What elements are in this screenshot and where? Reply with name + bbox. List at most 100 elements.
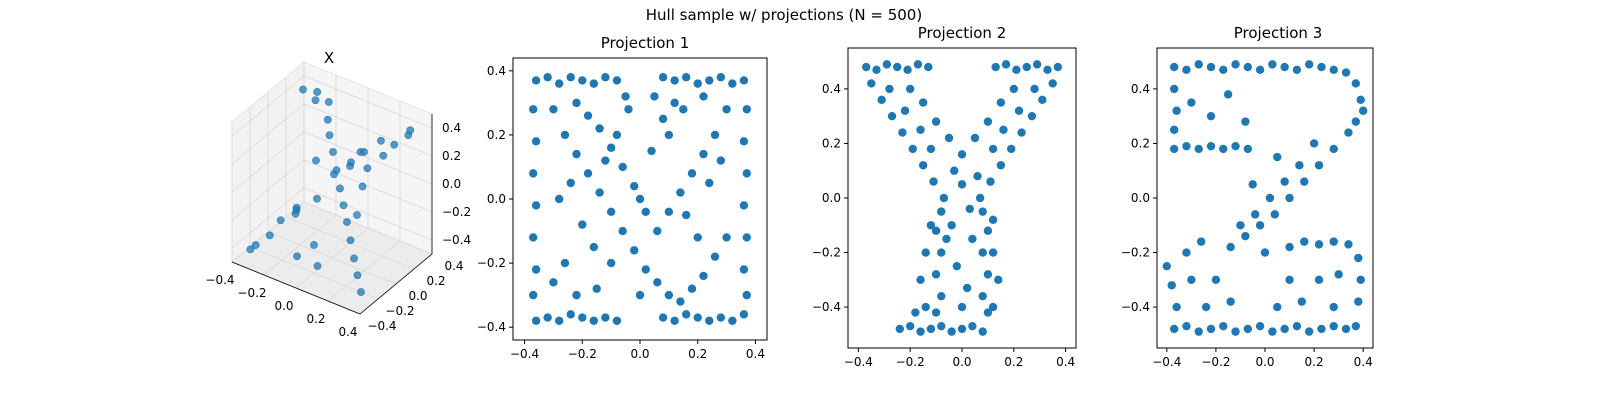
scatter-point bbox=[664, 290, 674, 300]
scatter-point bbox=[1358, 106, 1368, 115]
scatter-point bbox=[251, 241, 260, 249]
y-tick-label: −0.4 bbox=[367, 319, 396, 333]
scatter-point bbox=[705, 178, 714, 188]
scatter-point bbox=[1172, 302, 1181, 312]
scatter-point bbox=[353, 211, 361, 219]
scatter-point bbox=[1295, 161, 1304, 170]
scatter-point bbox=[339, 201, 348, 210]
scatter-point bbox=[1356, 275, 1365, 285]
scatter-point bbox=[1285, 193, 1294, 203]
scatter-point bbox=[705, 76, 714, 85]
scatter-point bbox=[583, 111, 593, 120]
scatter-point bbox=[1226, 297, 1235, 306]
scatter-point bbox=[312, 156, 320, 165]
scatter-point bbox=[1211, 275, 1221, 285]
scatter-point bbox=[265, 231, 274, 240]
scatter-point bbox=[957, 180, 967, 189]
scatter-point bbox=[1356, 95, 1365, 105]
y-tick-label: −0.2 bbox=[812, 246, 841, 260]
scatter-point bbox=[323, 115, 332, 124]
scatter-point bbox=[968, 234, 977, 244]
scatter-point bbox=[589, 316, 599, 325]
scatter-point bbox=[965, 204, 974, 214]
scatter-point bbox=[999, 125, 1008, 135]
scatter-point bbox=[529, 290, 538, 300]
scatter-point bbox=[1169, 62, 1179, 72]
scatter-point bbox=[687, 169, 697, 178]
scatter-point bbox=[937, 291, 946, 301]
z-tick-label: 0.0 bbox=[442, 177, 461, 191]
scatter-point bbox=[693, 313, 702, 322]
x-tick-label: −0.2 bbox=[568, 347, 597, 361]
scatter-point bbox=[947, 327, 956, 336]
scatter-point bbox=[1241, 231, 1250, 241]
scatter-point bbox=[742, 290, 751, 300]
scatter-point bbox=[329, 148, 337, 156]
scatter-point bbox=[246, 245, 255, 254]
scatter-point bbox=[601, 156, 610, 165]
z-tick-label: −0.2 bbox=[442, 205, 471, 219]
scatter-point bbox=[1001, 60, 1011, 69]
scatter-point bbox=[566, 310, 575, 319]
scatter-point bbox=[310, 241, 318, 249]
scatter-point bbox=[1194, 60, 1203, 69]
scatter-point bbox=[1304, 327, 1314, 336]
scatter-point bbox=[968, 321, 977, 331]
x-tick-label: 0.0 bbox=[630, 347, 649, 361]
subplot-3d: X −0.4−0.4−0.4−0.2−0.2−0.20.00.00.00.20.… bbox=[205, 49, 471, 339]
scatter-point bbox=[578, 220, 587, 229]
scatter-point bbox=[635, 194, 645, 204]
scatter-point bbox=[1243, 144, 1253, 154]
scatter-point bbox=[939, 193, 949, 203]
scatter-point bbox=[1292, 65, 1302, 75]
scatter-point bbox=[988, 248, 998, 257]
scatter-point bbox=[554, 316, 564, 325]
scatter-point bbox=[1268, 60, 1277, 69]
scatter-point bbox=[1182, 65, 1191, 75]
scatter-point bbox=[676, 297, 685, 306]
scatter-point bbox=[353, 271, 362, 280]
scatter-point bbox=[681, 73, 691, 82]
scatter-point bbox=[918, 98, 928, 107]
scatter-point bbox=[716, 156, 726, 165]
scatter-point bbox=[1243, 324, 1253, 334]
scatter-point bbox=[325, 131, 334, 140]
scatter-point bbox=[618, 226, 627, 236]
scatter-point bbox=[722, 105, 731, 114]
scatter-point bbox=[699, 149, 708, 159]
scatter-point bbox=[1250, 210, 1260, 219]
scatter-point bbox=[716, 73, 726, 82]
scatter-point bbox=[903, 65, 912, 75]
scatter-point bbox=[929, 177, 938, 186]
subplot-projection-2-title: Projection 2 bbox=[918, 24, 1006, 42]
scatter-point bbox=[978, 327, 987, 336]
scatter-point bbox=[531, 137, 541, 146]
scatter-point bbox=[1334, 270, 1343, 279]
scatter-point bbox=[916, 327, 925, 336]
scatter-point bbox=[1241, 117, 1250, 126]
scatter-point bbox=[1194, 327, 1203, 336]
scatter-point bbox=[699, 92, 708, 101]
scatter-point bbox=[377, 136, 385, 145]
scatter-point bbox=[1206, 141, 1216, 151]
scatter-point bbox=[900, 106, 910, 115]
scatter-point bbox=[357, 288, 365, 296]
scatter-point bbox=[947, 221, 956, 230]
scatter-point bbox=[728, 79, 737, 88]
scatter-point bbox=[681, 210, 691, 220]
scatter-point bbox=[905, 84, 915, 94]
scatter-point bbox=[1329, 144, 1338, 154]
scatter-point bbox=[630, 246, 639, 255]
scatter-point bbox=[653, 226, 662, 236]
scatter-point bbox=[589, 242, 599, 252]
scatter-point bbox=[360, 148, 368, 156]
y-axis-line bbox=[359, 253, 433, 315]
scatter-point bbox=[612, 316, 622, 325]
scatter-point bbox=[861, 62, 871, 72]
scatter-point bbox=[926, 221, 936, 230]
scatter-point bbox=[618, 162, 627, 172]
scatter-point bbox=[1304, 60, 1314, 69]
scatter-point bbox=[346, 236, 355, 245]
scatter-point bbox=[1169, 125, 1179, 135]
x-tick-label: 0.4 bbox=[338, 325, 357, 339]
